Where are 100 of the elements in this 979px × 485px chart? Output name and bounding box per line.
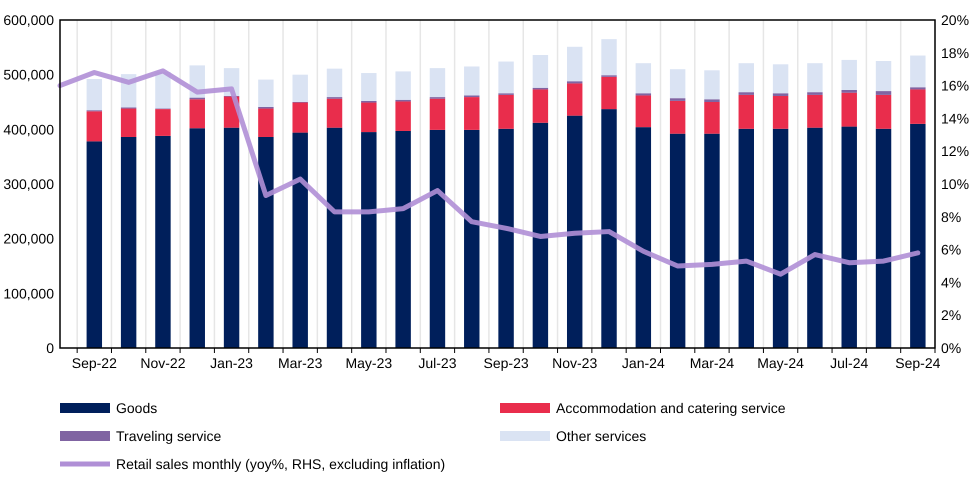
x-tick-label: Jul-24 bbox=[830, 355, 868, 371]
bar bbox=[772, 96, 788, 129]
x-tick-label: Jan-23 bbox=[210, 355, 254, 371]
x-tick-label: May-24 bbox=[757, 355, 804, 371]
bar bbox=[532, 122, 548, 348]
bar bbox=[601, 109, 617, 348]
y2-tick-label: 18% bbox=[941, 44, 970, 61]
bar bbox=[876, 91, 892, 95]
bar bbox=[807, 92, 823, 95]
bar bbox=[704, 70, 720, 100]
bar bbox=[807, 128, 823, 348]
y2-tick-label: 0% bbox=[941, 340, 962, 356]
bar bbox=[738, 63, 754, 92]
bar bbox=[566, 116, 582, 348]
bar bbox=[876, 94, 892, 129]
bar bbox=[807, 94, 823, 128]
bar bbox=[566, 46, 582, 82]
bar bbox=[670, 69, 686, 98]
bar bbox=[636, 63, 652, 94]
bar bbox=[292, 132, 308, 348]
bar bbox=[841, 92, 857, 127]
bar bbox=[430, 98, 446, 130]
x-tick-label: Nov-23 bbox=[552, 355, 598, 371]
y2-tick-label: 8% bbox=[941, 208, 962, 225]
bar bbox=[498, 128, 514, 348]
y2-tick-label: 20% bbox=[941, 12, 970, 28]
bar bbox=[704, 134, 720, 348]
bar bbox=[807, 63, 823, 92]
y2-tick-label: 4% bbox=[941, 274, 962, 290]
legend-label: Retail sales monthly (yoy%, RHS, excluding inflation) bbox=[116, 456, 446, 472]
legend-label: Goods bbox=[116, 400, 158, 416]
x-tick-label: Nov-22 bbox=[140, 355, 186, 371]
bar bbox=[498, 62, 514, 94]
bar bbox=[670, 100, 686, 134]
bar bbox=[190, 99, 205, 128]
bar bbox=[120, 108, 136, 137]
bar bbox=[258, 80, 274, 107]
x-tick-label: Sep-22 bbox=[72, 355, 118, 371]
x-tick-label: Jan-24 bbox=[622, 355, 665, 371]
bar bbox=[224, 128, 240, 348]
x-tick-label: May-23 bbox=[345, 355, 392, 371]
bar bbox=[841, 90, 857, 93]
bar bbox=[601, 76, 617, 110]
x-tick-label: Jul-23 bbox=[418, 355, 457, 371]
bar bbox=[155, 109, 171, 136]
bar bbox=[498, 94, 514, 129]
bar bbox=[120, 136, 136, 348]
bar bbox=[464, 97, 480, 130]
y2-tick-label: 16% bbox=[941, 78, 970, 94]
bar bbox=[772, 64, 788, 94]
bar bbox=[532, 54, 548, 88]
bar bbox=[532, 89, 548, 123]
bar bbox=[292, 74, 308, 102]
bar bbox=[326, 128, 342, 348]
bar bbox=[910, 124, 926, 348]
bar bbox=[395, 71, 411, 100]
y-tick-label: 100,000 bbox=[3, 285, 54, 302]
bar bbox=[636, 127, 652, 348]
bar bbox=[464, 130, 480, 348]
x-tick-label: Sep-23 bbox=[484, 355, 529, 371]
bar bbox=[464, 66, 480, 96]
bar bbox=[86, 79, 102, 110]
bar bbox=[361, 73, 377, 101]
y-tick-label: 300,000 bbox=[3, 176, 54, 192]
bar bbox=[86, 141, 102, 348]
bar bbox=[292, 102, 308, 133]
y-tick-label: 500,000 bbox=[3, 66, 54, 83]
bar bbox=[190, 128, 205, 348]
bar bbox=[738, 128, 754, 348]
y-tick-label: 400,000 bbox=[3, 121, 54, 138]
bar bbox=[430, 68, 446, 98]
bar bbox=[670, 134, 686, 348]
x-tick-label: Mar-24 bbox=[690, 355, 734, 371]
bar bbox=[326, 98, 342, 128]
legend-label: Traveling service bbox=[116, 428, 222, 444]
bar bbox=[258, 136, 274, 348]
bar bbox=[738, 92, 754, 95]
legend-label: Other services bbox=[556, 428, 646, 444]
legend-label: Accommodation and catering service bbox=[556, 400, 786, 416]
bar bbox=[738, 94, 754, 129]
bar bbox=[430, 130, 446, 348]
bar bbox=[361, 102, 377, 132]
y2-tick-label: 14% bbox=[941, 110, 970, 126]
bar bbox=[876, 128, 892, 348]
bar bbox=[841, 60, 857, 90]
y-tick-label: 200,000 bbox=[3, 230, 54, 247]
y2-tick-label: 2% bbox=[941, 307, 962, 324]
bar bbox=[395, 130, 411, 348]
y2-tick-label: 10% bbox=[941, 176, 970, 192]
x-tick-label: Mar-23 bbox=[278, 355, 323, 371]
bar bbox=[704, 99, 720, 102]
bar bbox=[670, 98, 686, 101]
bar bbox=[772, 128, 788, 348]
bar bbox=[704, 102, 720, 134]
bar bbox=[601, 39, 617, 76]
y-tick-label: 0 bbox=[46, 340, 54, 356]
y2-tick-label: 12% bbox=[941, 143, 970, 160]
bar bbox=[395, 101, 411, 131]
bar bbox=[86, 111, 102, 142]
y2-tick-label: 6% bbox=[941, 242, 962, 258]
